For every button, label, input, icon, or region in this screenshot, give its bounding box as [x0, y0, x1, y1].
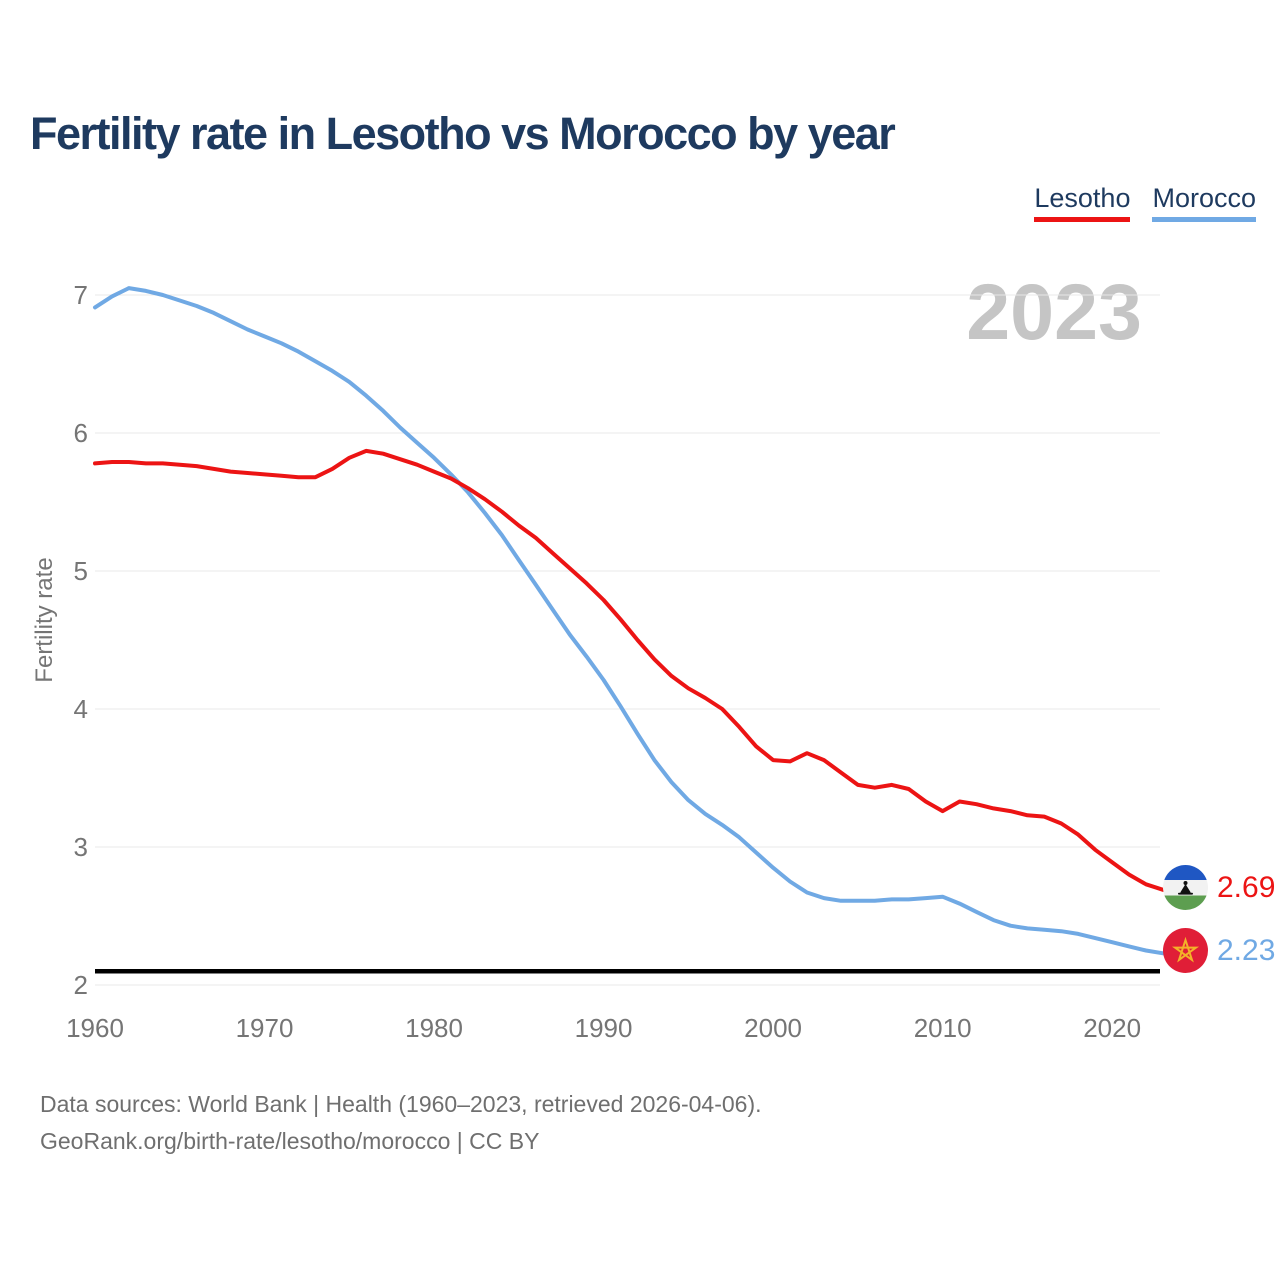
legend-label-lesotho: Lesotho: [1034, 183, 1131, 213]
x-tick-label: 2020: [1083, 1013, 1142, 1043]
end-value-lesotho: 2.69: [1217, 871, 1276, 904]
y-tick-label: 3: [73, 832, 88, 862]
legend-underline-morocco: [1152, 217, 1256, 223]
footer-attribution-line: GeoRank.org/birth-rate/lesotho/morocco |…: [40, 1128, 540, 1154]
watermark-year: 2023: [966, 267, 1142, 356]
lesotho-flag-icon: [1163, 865, 1208, 910]
end-label-lesotho: 2.69: [1163, 865, 1275, 910]
y-tick-label: 6: [73, 418, 88, 448]
footer: Data sources: World Bank | Health (1960–…: [40, 1086, 762, 1160]
end-label-morocco: 2.23: [1163, 928, 1275, 973]
footer-sources-line: Data sources: World Bank | Health (1960–…: [40, 1091, 762, 1117]
legend-underline-lesotho: [1034, 217, 1131, 223]
x-tick-label: 2000: [744, 1013, 803, 1043]
series-line-lesotho: [93, 448, 1165, 892]
legend: Lesotho Morocco: [1034, 183, 1256, 223]
x-tick-label: 2010: [913, 1013, 972, 1043]
page-title: Fertility rate in Lesotho vs Morocco by …: [30, 108, 896, 159]
series-line-morocco: [93, 286, 1165, 956]
x-tick-label: 1960: [66, 1013, 124, 1043]
y-tick-label: 4: [73, 694, 88, 724]
end-value-morocco: 2.23: [1217, 934, 1276, 967]
x-tick-label: 1980: [405, 1013, 463, 1043]
legend-item-morocco[interactable]: Morocco: [1152, 183, 1256, 223]
y-tick-label: 7: [73, 280, 88, 310]
morocco-flag-icon: [1163, 928, 1208, 973]
legend-label-morocco: Morocco: [1152, 183, 1256, 213]
legend-item-lesotho[interactable]: Lesotho: [1034, 183, 1131, 223]
y-tick-label: 5: [73, 556, 88, 586]
x-tick-label: 1990: [574, 1013, 633, 1043]
x-tick-label: 1970: [235, 1013, 294, 1043]
y-tick-label: 2: [73, 970, 88, 1000]
